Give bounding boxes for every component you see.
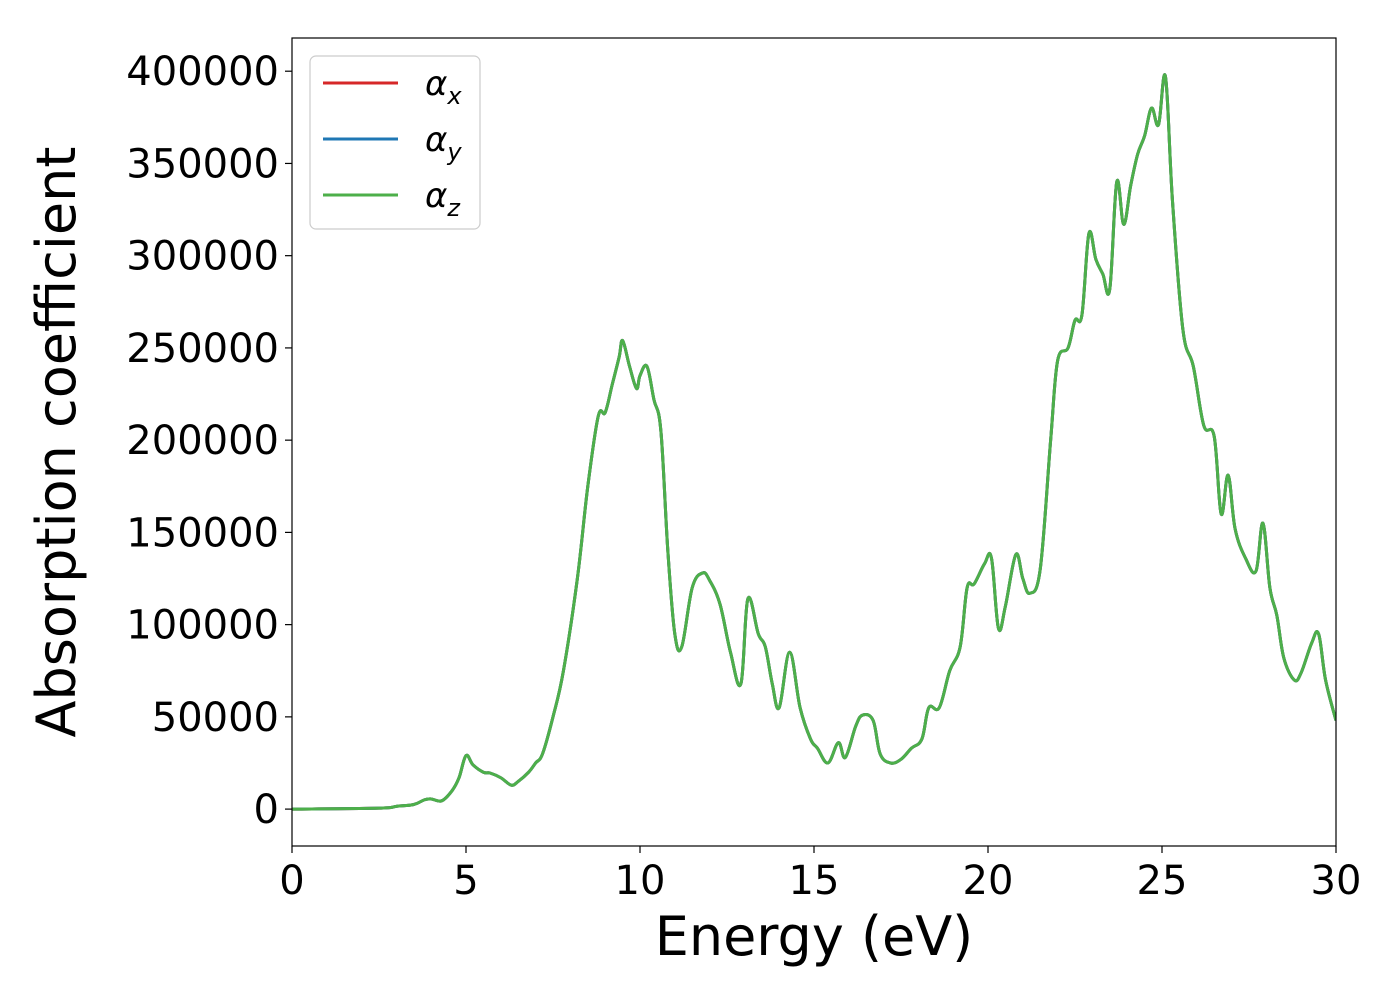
x-axis-label: Energy (eV) [655, 905, 974, 968]
y-tick-label: 150000 [126, 510, 279, 556]
y-tick-label: 400000 [126, 49, 279, 95]
legend: αx αy αz [309, 55, 481, 230]
legend-label: αy [425, 120, 462, 166]
y-tick-label: 50000 [152, 695, 279, 741]
x-tick-label: 10 [615, 858, 666, 904]
series-layer [292, 73, 1336, 811]
series-line-z [292, 73, 1336, 811]
x-tick-label: 30 [1311, 858, 1362, 904]
y-tick-label: 0 [254, 787, 279, 833]
x-axis-ticks: 0 5 10 15 20 25 30 [279, 846, 1361, 904]
x-tick-label: 0 [279, 858, 304, 904]
y-tick-label: 100000 [126, 603, 279, 649]
legend-label: αx [425, 64, 462, 110]
y-tick-label: 200000 [126, 418, 279, 464]
y-axis-label: Absorption coefficient [25, 147, 88, 738]
legend-label: αz [425, 176, 461, 222]
x-tick-label: 5 [453, 858, 478, 904]
legend-frame [309, 55, 481, 230]
x-tick-label: 20 [963, 858, 1014, 904]
y-axis-ticks: 0 50000 100000 150000 200000 250000 300000 3500… [126, 49, 292, 833]
y-tick-label: 250000 [126, 326, 279, 372]
x-tick-label: 25 [1137, 858, 1188, 904]
x-tick-label: 15 [789, 858, 840, 904]
y-tick-label: 300000 [126, 234, 279, 280]
y-tick-label: 350000 [126, 141, 279, 187]
